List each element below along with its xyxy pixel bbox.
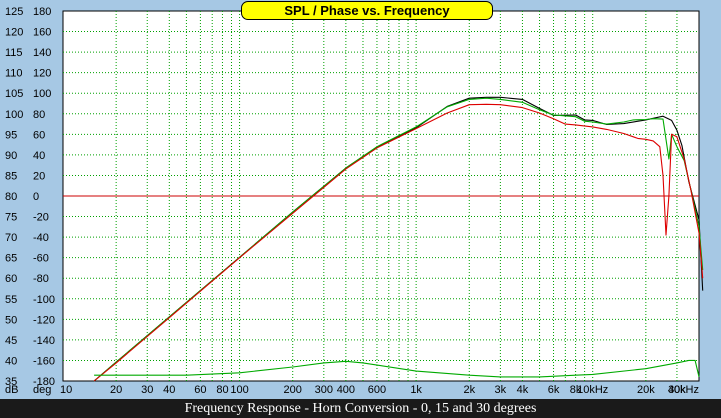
spl-tick-label: 60: [5, 273, 17, 285]
tick-labels: 1251201151101051009590858075706560555045…: [5, 6, 699, 396]
x-tick-label: 3k: [495, 384, 507, 396]
x-tick-label: 2k: [463, 384, 475, 396]
phase-tick-label: -140: [33, 335, 55, 347]
chart-caption: Frequency Response - Horn Conversion - 0…: [0, 399, 721, 418]
spl-tick-label: 115: [5, 47, 23, 59]
x-tick-label: 60: [194, 384, 206, 396]
phase-tick-label: 80: [33, 109, 45, 121]
spl-tick-label: 70: [5, 232, 17, 244]
chart-title: SPL / Phase vs. Frequency: [241, 1, 493, 20]
phase-tick-label: -80: [33, 273, 49, 285]
phase-tick-label: 140: [33, 47, 51, 59]
spl-tick-label: 110: [5, 68, 23, 80]
spl-tick-label: 80: [5, 191, 17, 203]
x-tick-label: 20k: [637, 384, 655, 396]
phase-tick-label: 40: [33, 150, 45, 162]
phase-tick-label: 60: [33, 129, 45, 141]
phase-unit-label: deg: [33, 384, 51, 396]
phase-tick-label: 0: [33, 191, 39, 203]
phase-tick-label: 180: [33, 6, 51, 18]
phase-tick-label: -180: [33, 376, 55, 388]
spl-tick-label: 100: [5, 109, 23, 121]
spl-unit-label: dB: [5, 384, 18, 396]
phase-tick-label: 120: [33, 68, 51, 80]
phase-tick-label: -20: [33, 212, 49, 224]
phase-tick-label: -160: [33, 355, 55, 367]
spl-tick-label: 85: [5, 170, 17, 182]
series-group: [93, 96, 704, 382]
x-tick-label: 400: [337, 384, 355, 396]
x-tick-label: 300: [315, 384, 333, 396]
x-tick-label: 30k: [668, 384, 686, 396]
spl-tick-label: 120: [5, 27, 23, 39]
x-tick-label: 4k: [517, 384, 529, 396]
spl-tick-label: 95: [5, 129, 17, 141]
x-tick-label: 80: [216, 384, 228, 396]
spl-tick-label: 105: [5, 88, 23, 100]
phase-tick-label: -120: [33, 314, 55, 326]
x-tick-label: 1k: [410, 384, 422, 396]
phase-tick-label: -60: [33, 253, 49, 265]
phase-tick-label: 20: [33, 170, 45, 182]
x-tick-label: 6k: [548, 384, 560, 396]
x-tick-label: 10kHz: [577, 384, 608, 396]
phase-tick-label: 100: [33, 88, 51, 100]
x-tick-label: 40: [163, 384, 175, 396]
x-tick-label: 600: [368, 384, 386, 396]
series-line-3: [93, 103, 704, 382]
spl-tick-label: 50: [5, 314, 17, 326]
spl-tick-label: 125: [5, 6, 23, 18]
x-tick-label: 10: [60, 384, 72, 396]
spl-tick-label: 35: [5, 376, 17, 388]
x-tick-label: 200: [284, 384, 302, 396]
series-line-4: [94, 359, 700, 378]
x-tick-label: 40kHz: [668, 384, 699, 396]
spl-tick-label: 45: [5, 335, 17, 347]
x-tick-label: 20: [110, 384, 122, 396]
spl-tick-label: 55: [5, 294, 17, 306]
spl-tick-label: 75: [5, 212, 17, 224]
spl-tick-label: 90: [5, 150, 17, 162]
x-tick-label: 8k: [570, 384, 582, 396]
spl-tick-label: 40: [5, 355, 17, 367]
phase-tick-label: -100: [33, 294, 55, 306]
phase-tick-label: -40: [33, 232, 49, 244]
spl-tick-label: 65: [5, 253, 17, 265]
phase-tick-label: 160: [33, 27, 51, 39]
x-tick-label: 30: [141, 384, 153, 396]
x-tick-label: 100: [230, 384, 248, 396]
